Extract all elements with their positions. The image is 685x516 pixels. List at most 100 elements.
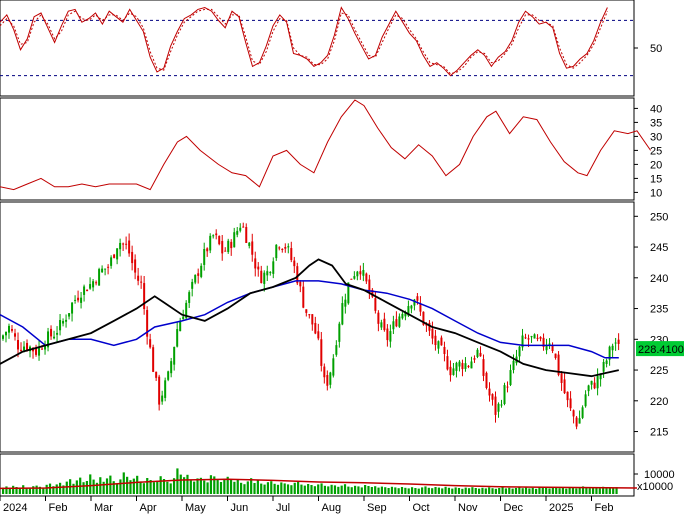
candle-body-23 <box>71 302 74 314</box>
month-label-1: Feb <box>49 502 68 514</box>
candle-body-89 <box>269 272 272 274</box>
volume-bar-0 <box>2 487 5 494</box>
volume-bar-79 <box>266 482 270 494</box>
candle-body-58 <box>176 329 179 347</box>
volume-bar-109 <box>367 486 370 494</box>
volume-bar-24 <box>82 482 85 494</box>
candle-body-167 <box>503 385 506 405</box>
candle-body-151 <box>455 362 458 371</box>
volume-bar-160 <box>538 487 541 494</box>
candle-body-135 <box>407 306 410 316</box>
volume-bar-154 <box>518 487 521 494</box>
volume-bar-48 <box>162 479 166 494</box>
candle-body-193 <box>581 407 584 418</box>
stochastic-panel <box>0 0 635 97</box>
volume-bar-57 <box>193 481 196 494</box>
candle-body-35 <box>107 266 110 268</box>
volume-bar-138 <box>464 487 467 494</box>
candle-body-165 <box>497 403 500 412</box>
volume-bar-100 <box>337 486 340 494</box>
candle-body-66 <box>200 265 203 277</box>
candle-body-133 <box>401 313 404 319</box>
candle-body-179 <box>539 336 542 339</box>
candle-body-83 <box>251 241 254 255</box>
volume-bar-31 <box>105 478 109 494</box>
candle-body-43 <box>131 251 134 264</box>
volume-bar-171 <box>575 488 578 494</box>
volume-bar-151 <box>508 487 511 494</box>
volume-bar-63 <box>213 476 216 494</box>
volume-bar-170 <box>571 488 575 494</box>
volume-bar-122 <box>410 487 414 494</box>
price-y-tick-label-220: 220 <box>650 396 668 408</box>
volume-bar-13 <box>45 484 48 494</box>
candle-body-169 <box>509 370 512 385</box>
volume-bar-2 <box>8 488 11 494</box>
month-label-12: 2025 <box>549 502 573 514</box>
candle-body-118 <box>356 271 359 277</box>
volume-bar-88 <box>296 481 300 494</box>
volume-bar-136 <box>457 488 461 494</box>
price-panel <box>0 201 635 453</box>
candle-body-88 <box>266 271 269 276</box>
last-price-value: 228.4100 <box>638 344 684 356</box>
volume-bar-176 <box>591 487 595 494</box>
volume-bar-81 <box>273 483 276 494</box>
volume-bar-178 <box>598 488 601 494</box>
volume-bar-3 <box>12 485 15 494</box>
candle-body-28 <box>86 289 89 292</box>
volume-bar-39 <box>132 478 135 494</box>
candle-body-75 <box>227 240 230 252</box>
volume-bar-115 <box>387 488 390 494</box>
candle-body-84 <box>254 258 257 269</box>
candle-body-86 <box>260 270 263 284</box>
candle-body-122 <box>368 279 371 293</box>
candle-body-68 <box>206 248 209 252</box>
volume-bar-98 <box>330 484 333 494</box>
volume-bar-147 <box>494 488 497 494</box>
candle-body-79 <box>239 227 242 231</box>
candle-body-20 <box>62 320 65 324</box>
candle-body-114 <box>344 299 347 307</box>
volume-bar-141 <box>474 488 477 494</box>
volume-bar-172 <box>578 487 581 494</box>
volume-bar-16 <box>55 484 58 494</box>
volume-bar-143 <box>481 487 484 494</box>
candle-body-67 <box>203 248 206 265</box>
candle-body-147 <box>443 346 446 355</box>
candle-body-31 <box>95 282 98 284</box>
candle-body-106 <box>320 339 323 366</box>
last-price-tag: 228.4100 <box>636 341 684 357</box>
candle-body-108 <box>326 375 329 386</box>
candle-body-183 <box>551 345 554 352</box>
candle-body-72 <box>218 235 221 245</box>
month-label-7: Aug <box>322 502 342 514</box>
price-y-tick-label-215: 215 <box>650 427 668 439</box>
candle-body-160 <box>482 359 485 376</box>
indicator-y-tick-label-25: 25 <box>650 145 662 157</box>
candle-body-176 <box>530 336 533 338</box>
volume-bar-113 <box>380 486 383 494</box>
month-label-9: Oct <box>413 502 430 514</box>
candle-body-19 <box>59 319 62 331</box>
candle-body-99 <box>299 281 302 287</box>
volume-bar-91 <box>307 484 310 494</box>
volume-bar-146 <box>491 488 494 494</box>
candle-body-74 <box>224 250 227 252</box>
volume-bar-106 <box>357 486 360 494</box>
volume-bar-21 <box>72 483 75 494</box>
candle-body-187 <box>563 379 566 394</box>
volume-bar-94 <box>317 484 320 494</box>
candle-body-77 <box>233 232 236 248</box>
volume-bar-116 <box>390 486 394 494</box>
volume-bar-62 <box>209 475 213 494</box>
candle-body-154 <box>464 363 467 369</box>
candle-body-51 <box>155 371 158 378</box>
candle-body-166 <box>500 404 503 406</box>
volume-bar-15 <box>52 486 55 494</box>
volume-bar-105 <box>353 485 357 494</box>
volume-bar-5 <box>18 488 21 494</box>
volume-bar-107 <box>360 487 363 494</box>
candle-body-82 <box>248 242 251 246</box>
